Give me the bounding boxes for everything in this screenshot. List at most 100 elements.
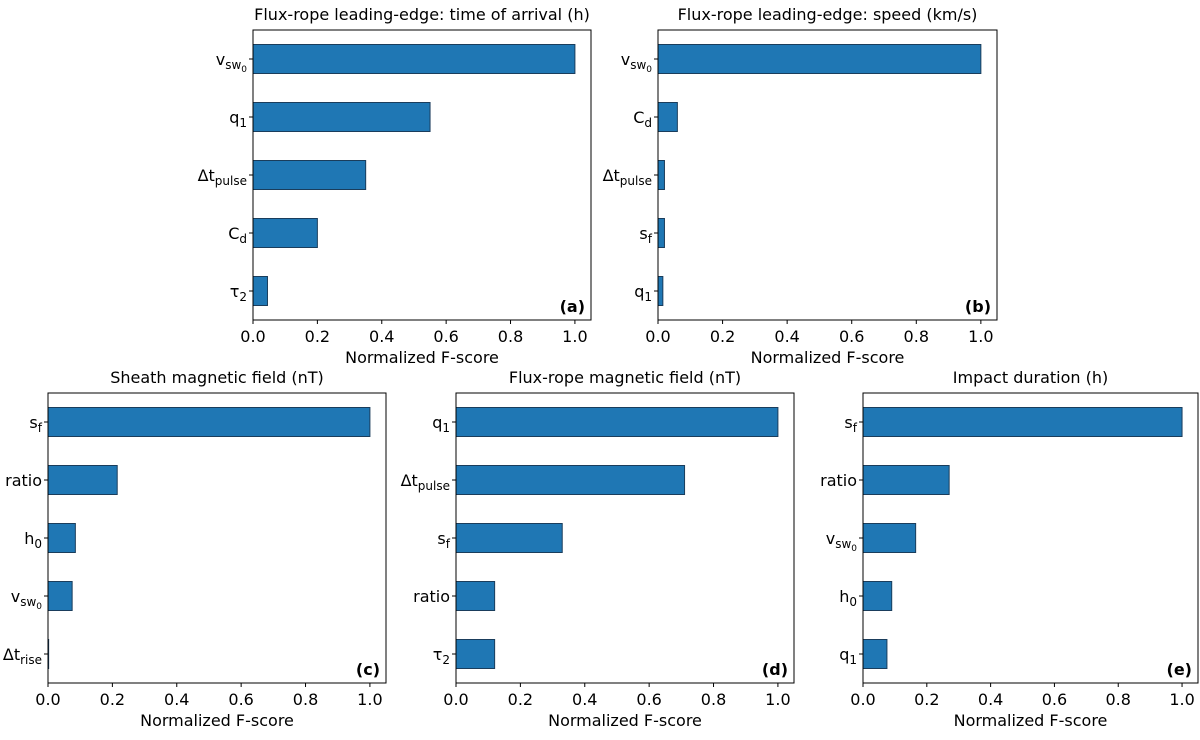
x-tick-label: 0.2 (508, 690, 533, 709)
x-tick-label: 1.0 (968, 327, 993, 346)
label-sub: d (239, 232, 247, 246)
plot-frame (455, 392, 795, 684)
x-tick-label: 0.4 (978, 690, 1003, 709)
y-tick-label: sf (639, 224, 652, 246)
label-base: h (839, 587, 849, 606)
y-tick-label: Δtpulse (198, 166, 247, 188)
label-base: s (29, 413, 37, 432)
label-sub: d (644, 116, 652, 130)
x-tick-label: 0.6 (433, 327, 458, 346)
label-sub: 1 (849, 653, 857, 667)
y-tick-label: vsw0 (826, 529, 858, 554)
panel-label: (c) (356, 660, 380, 679)
x-tick-label: 0.2 (305, 327, 330, 346)
plot-frame (657, 29, 998, 321)
label-sub: 1 (644, 290, 652, 304)
label-base: τ (230, 282, 240, 301)
bar (657, 218, 665, 248)
label-sub: pulse (620, 174, 652, 188)
bar (47, 523, 76, 553)
chart-title: Sheath magnetic field (nT) (110, 368, 324, 387)
bar (47, 465, 118, 495)
x-tick-label: 0.8 (498, 327, 523, 346)
label-subsub: 0 (646, 65, 652, 75)
x-tick-label: 1.0 (765, 690, 790, 709)
chart-title: Flux-rope magnetic field (nT) (509, 368, 741, 387)
label-base: h (24, 529, 34, 548)
label-base: q (634, 282, 644, 301)
x-axis-label: Normalized F-score (954, 711, 1108, 730)
x-axis-label: Normalized F-score (548, 711, 702, 730)
bar (657, 102, 678, 132)
x-tick-label: 0.2 (914, 690, 939, 709)
x-tick-label: 0.0 (35, 690, 60, 709)
label-sub: 0 (849, 595, 857, 609)
label-sub: rise (20, 653, 42, 667)
plot-frame (252, 29, 592, 321)
x-tick-label: 0.6 (228, 690, 253, 709)
label-sub: 0 (34, 537, 42, 551)
bar (455, 465, 686, 495)
y-tick-label: h0 (839, 587, 857, 609)
y-tick-label: q1 (839, 645, 857, 667)
chart-title: Flux-rope leading-edge: time of arrival … (254, 5, 590, 24)
y-tick-label: q1 (634, 282, 652, 304)
y-tick-label: vsw0 (216, 50, 248, 75)
label-base: v (216, 50, 225, 69)
bar (252, 44, 576, 74)
x-axis-label: Normalized F-score (751, 348, 905, 367)
plot-frame (862, 392, 1199, 684)
y-tick-label: Δtpulse (603, 166, 652, 188)
x-tick-label: 0.8 (293, 690, 318, 709)
bar (455, 581, 496, 611)
y-tick-label: q1 (229, 108, 247, 130)
chart-title: Impact duration (h) (953, 368, 1108, 387)
x-tick-label: 1.0 (357, 690, 382, 709)
label-subsub: 0 (241, 65, 247, 75)
y-tick-label: sf (437, 529, 450, 551)
label-sub: 1 (239, 116, 247, 130)
y-tick-label: h0 (24, 529, 42, 551)
y-tick-label: Cd (228, 224, 247, 246)
label-base: q (229, 108, 239, 127)
label-base: Δt (401, 471, 418, 490)
label-base: s (844, 413, 852, 432)
bar (455, 523, 563, 553)
x-tick-label: 0.8 (904, 327, 929, 346)
x-tick-label: 0.8 (1106, 690, 1131, 709)
bar (862, 465, 950, 495)
label-base: C (228, 224, 239, 243)
bar (862, 581, 893, 611)
label-sub: pulse (215, 174, 247, 188)
label-sub: pulse (418, 479, 450, 493)
label-sub: sw (630, 58, 646, 72)
x-tick-label: 0.4 (164, 690, 189, 709)
bar (657, 44, 982, 74)
x-tick-label: 1.0 (562, 327, 587, 346)
label-sub: f (648, 232, 653, 246)
label-base: q (839, 645, 849, 664)
x-tick-label: 0.4 (572, 690, 597, 709)
y-tick-label: sf (29, 413, 42, 435)
y-tick-label: vsw0 (621, 50, 653, 75)
label-sub: sw (20, 595, 36, 609)
x-tick-label: 0.0 (850, 690, 875, 709)
x-tick-label: 0.6 (1042, 690, 1067, 709)
bar (252, 218, 318, 248)
label-sub: 2 (442, 653, 450, 667)
label-base: q (432, 413, 442, 432)
label-base: s (437, 529, 445, 548)
bar (657, 160, 665, 190)
x-tick-label: 0.8 (701, 690, 726, 709)
panel-label: (d) (762, 660, 788, 679)
label-sub: 2 (239, 290, 247, 304)
x-axis-label: Normalized F-score (345, 348, 499, 367)
label-sub: 1 (442, 421, 450, 435)
label-base: v (11, 587, 20, 606)
bar (455, 639, 496, 669)
label-sub: sw (225, 58, 241, 72)
y-tick-label: q1 (432, 413, 450, 435)
y-tick-label: vsw0 (11, 587, 43, 612)
label-base: τ (433, 645, 443, 664)
